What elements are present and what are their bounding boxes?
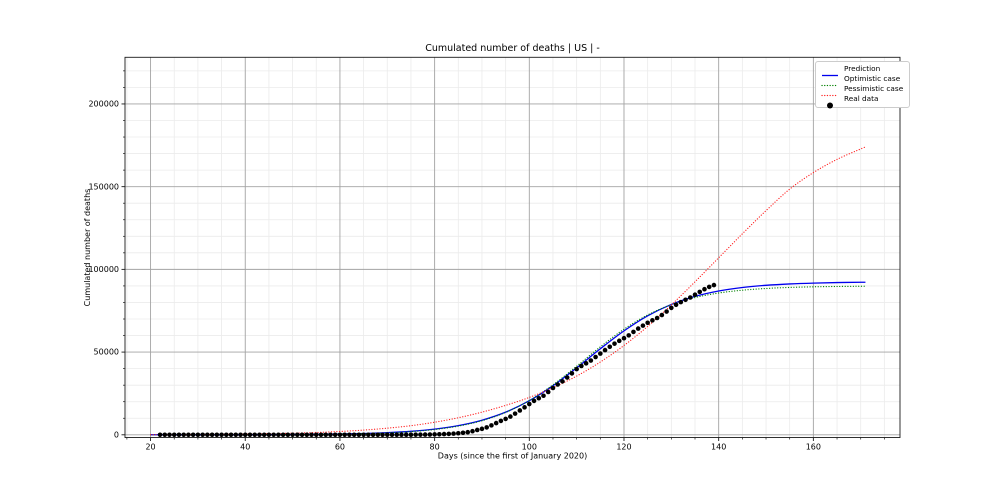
legend-label-prediction: Prediction	[844, 64, 881, 73]
legend-item-pessimistic-case: Pessimistic case	[821, 84, 904, 96]
y-axis-label: Cumulated number of deaths	[83, 189, 92, 307]
legend-label-pessimistic-case: Pessimistic case	[844, 84, 904, 93]
x-tick-label: 60	[335, 443, 345, 452]
y-tick-label: 150000	[88, 182, 119, 191]
x-tick-label: 80	[430, 443, 440, 452]
y-tick-label: 200000	[88, 100, 119, 109]
x-tick-label: 120	[616, 443, 631, 452]
chart-title: Cumulated number of deaths | US | -	[425, 43, 600, 54]
grid-minor-lines	[125, 57, 900, 438]
x-tick-label: 160	[806, 443, 821, 452]
y-tick-label: 100000	[88, 265, 119, 274]
y-tick-label: 0	[114, 430, 119, 439]
legend-label-optimistic-case: Optimistic case	[844, 74, 901, 83]
x-axis-label: Days (since the first of January 2020)	[438, 452, 587, 461]
optimistic-line-sample	[821, 75, 839, 86]
legend-label-real-data: Real data	[844, 94, 879, 103]
x-tick-label: 140	[711, 443, 726, 452]
x-tick-label: 40	[240, 443, 250, 452]
y-tick-label: 50000	[94, 348, 119, 357]
legend-item-real-data: Real data	[821, 94, 903, 109]
legend: Prediction Optimistic case Pessimistic c…	[815, 61, 911, 109]
prediction-line-sample	[821, 65, 839, 76]
grid-major-lines	[125, 57, 900, 438]
x-tick-label: 100	[522, 443, 537, 452]
x-tick-label: 20	[145, 443, 155, 452]
plot-series	[149, 146, 867, 438]
axes-spines-and-ticks: 20 40 60 80 100 120 140 160 0 50000 100000 150000 20…	[88, 56, 901, 452]
legend-item-prediction: Prediction	[821, 64, 903, 76]
pessimistic-line-sample	[821, 85, 839, 96]
legend-item-optimistic-case: Optimistic case	[821, 74, 903, 86]
real-data-marker-sample	[821, 95, 839, 109]
